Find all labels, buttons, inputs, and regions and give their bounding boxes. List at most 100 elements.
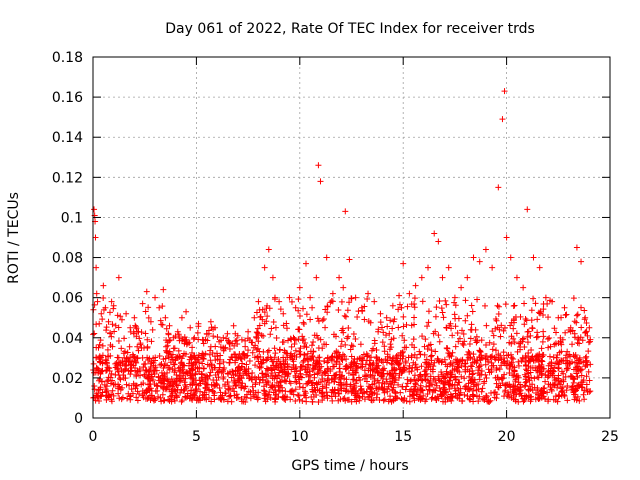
roti-point [583, 362, 590, 369]
roti-point [558, 348, 565, 355]
roti-point [298, 374, 305, 381]
roti-point [429, 388, 436, 395]
roti-point [271, 345, 278, 352]
roti-point [583, 328, 590, 335]
roti-point [245, 365, 252, 372]
roti-point [361, 316, 368, 323]
roti-point [226, 393, 233, 400]
roti-point [211, 381, 218, 388]
roti-point [491, 394, 498, 401]
roti-point [147, 318, 154, 325]
roti-point [342, 208, 349, 215]
roti-point [211, 364, 218, 371]
roti-point [252, 379, 259, 386]
roti-point [314, 359, 321, 366]
roti-point [535, 395, 542, 402]
roti-point [400, 364, 407, 371]
roti-point [400, 313, 407, 320]
roti-point [186, 356, 193, 363]
roti-point [567, 353, 574, 360]
roti-point [268, 356, 275, 363]
roti-point [358, 361, 365, 368]
roti-point [516, 388, 523, 395]
roti-point [110, 302, 117, 309]
roti-point [217, 389, 224, 396]
roti-point [270, 362, 277, 369]
roti-point [157, 317, 164, 324]
roti-point [368, 354, 375, 361]
y-tick-label: 0.04 [52, 331, 83, 347]
roti-point [237, 370, 244, 377]
roti-point [467, 354, 474, 361]
roti-point [452, 323, 459, 330]
roti-point [323, 341, 330, 348]
roti-point [112, 322, 119, 329]
roti-point [233, 391, 240, 398]
roti-point [542, 378, 549, 385]
roti-point [255, 298, 262, 305]
roti-point [328, 355, 335, 362]
roti-point [93, 264, 100, 271]
roti-point [253, 394, 260, 401]
roti-point [319, 345, 326, 352]
roti-point [521, 383, 528, 390]
roti-point [209, 387, 216, 394]
axis-ticks: 0 5 10 15 20 25 0 0.02 0.04 0.06 0.08 0.1 0.12 0.14 0.… [52, 50, 619, 445]
roti-point [374, 391, 381, 398]
roti-point [147, 360, 154, 367]
roti-point [421, 343, 428, 350]
roti-point [552, 360, 559, 367]
roti-point [582, 363, 589, 370]
roti-point [569, 341, 576, 348]
roti-point [317, 336, 324, 343]
roti-point [225, 383, 232, 390]
roti-point [510, 355, 517, 362]
roti-point [335, 390, 342, 397]
roti-point [293, 364, 300, 371]
roti-point [354, 313, 361, 320]
roti-point [418, 274, 425, 281]
roti-point [273, 335, 280, 342]
roti-point [368, 396, 375, 403]
roti-point [103, 327, 110, 334]
roti-point [381, 343, 388, 350]
roti-point [570, 352, 577, 359]
roti-point [326, 379, 333, 386]
roti-point [245, 328, 252, 335]
roti-point [533, 390, 540, 397]
roti-point [386, 330, 393, 337]
roti-point [98, 310, 105, 317]
roti-point [583, 359, 590, 366]
roti-point [469, 376, 476, 383]
roti-point [238, 336, 245, 343]
roti-point [427, 341, 434, 348]
roti-point [334, 349, 341, 356]
roti-point [384, 351, 391, 358]
roti-point [486, 339, 493, 346]
roti-point [292, 365, 299, 372]
roti-point [142, 308, 149, 315]
roti-point [286, 294, 293, 301]
roti-point [314, 315, 321, 322]
roti-point [550, 396, 557, 403]
roti-point [575, 336, 582, 343]
roti-point [346, 396, 353, 403]
roti-point [585, 339, 592, 346]
roti-point [238, 384, 245, 391]
roti-point [136, 365, 143, 372]
roti-point [459, 357, 466, 364]
roti-point [406, 290, 413, 297]
roti-point [366, 393, 373, 400]
roti-point [555, 314, 562, 321]
roti-point [136, 335, 143, 342]
roti-point [411, 295, 418, 302]
roti-point [282, 388, 289, 395]
roti-point [156, 352, 163, 359]
roti-point [551, 341, 558, 348]
roti-point [431, 359, 438, 366]
roti-point [292, 386, 299, 393]
roti-point [414, 377, 421, 384]
roti-point [319, 317, 326, 324]
roti-point [288, 298, 295, 305]
roti-point [574, 366, 581, 373]
